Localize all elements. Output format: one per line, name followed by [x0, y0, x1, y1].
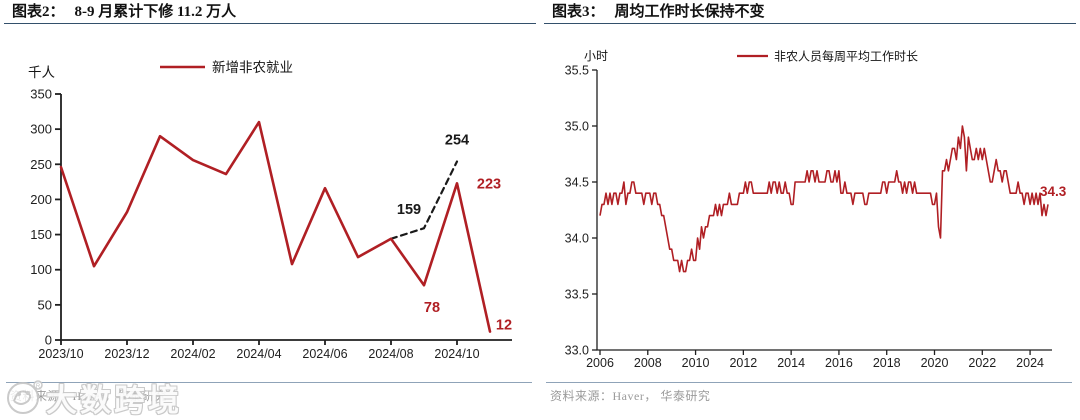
figure3-plot: 非农人员每周平均工作时长 小时 33.0 33.5 34.0 34.5 35.0 35.5 20…: [565, 49, 1067, 371]
figure3-series: [599, 125, 1049, 273]
figure2-dashed-series: [389, 160, 459, 240]
figure3-x-tick-label: 2020: [921, 356, 949, 370]
figure2-x-tick-label: 2023/12: [104, 347, 149, 361]
svg-text:新增非农就业: 新增非农就业: [212, 60, 293, 75]
figure2-x-tick-label: 2024/04: [236, 347, 281, 361]
figure2-point-label-12: 12: [496, 318, 512, 334]
figure3-line-chart: 非农人员每周平均工作时长 小时 33.0 33.5 34.0 34.5 35.0 35.5 20…: [540, 24, 1080, 382]
figure2-point-label-78: 78: [424, 300, 440, 316]
figure2-source-text: 资料来源：Haver，华泰研究: [10, 389, 167, 403]
figure2-x-tick-label: 2023/10: [38, 347, 83, 361]
svg-text:300: 300: [30, 122, 52, 137]
figure3-source-row: 资料来源：Haver， 华泰研究: [546, 382, 1072, 404]
figure3-x-tick-label: 2010: [682, 356, 710, 370]
figure2-title: 图表2： 8-9 月累计下修 11.2 万人: [4, 0, 536, 24]
svg-text:35.5: 35.5: [565, 64, 589, 78]
svg-text:33.0: 33.0: [565, 344, 589, 358]
figure3-x-tick-label: 2016: [825, 356, 853, 370]
figure2-panel: 图表2： 8-9 月累计下修 11.2 万人 新增非农就业 千人 0 50 100 150 2…: [0, 0, 540, 404]
figure2-point-label-159: 159: [397, 202, 421, 218]
svg-text:100: 100: [30, 262, 52, 277]
figure3-panel: 图表3： 周均工作时长保持不变 非农人员每周平均工作时长 小时 33.0 33.5 34.…: [540, 0, 1080, 420]
figure2-caption-label: 图表2：: [12, 4, 65, 20]
figure3-end-label: 34.3: [1040, 184, 1067, 199]
figure3-axes: [592, 69, 1052, 355]
svg-text:35.0: 35.0: [565, 120, 589, 134]
figure2-y-unit: 千人: [28, 65, 55, 80]
figure3-x-tick-label: 2024: [1016, 356, 1044, 370]
figure2-x-tick-label: 2024/10: [434, 347, 479, 361]
figure2-axes: [55, 93, 512, 345]
svg-text:250: 250: [30, 157, 52, 172]
figure3-caption-label: 图表3：: [552, 4, 605, 20]
svg-text:33.5: 33.5: [565, 288, 589, 302]
figure2-x-tick-label: 2024/02: [170, 347, 215, 361]
figure2-x-tick-label: 2024/06: [302, 347, 347, 361]
figure2-source-row: 资料来源：Haver，华泰研究: [6, 382, 532, 404]
figure2-point-label-223: 223: [477, 176, 501, 192]
figure2-point-label-254: 254: [445, 132, 469, 148]
svg-text:0: 0: [45, 333, 52, 348]
figure3-x-tick-label: 2008: [634, 356, 662, 370]
svg-text:34.0: 34.0: [565, 232, 589, 246]
svg-text:50: 50: [38, 297, 52, 312]
figure2-line-chart: 新增非农就业 千人 0 50 100 150 200 250 300 350 2023/10 2023…: [0, 24, 540, 382]
figure3-caption-text: 周均工作时长保持不变: [614, 4, 765, 20]
figure3-x-tick-label: 2018: [873, 356, 901, 370]
figure3-x-tick-label: 2012: [729, 356, 757, 370]
figure2-caption-text: 8-9 月累计下修 11.2 万人: [74, 4, 237, 20]
figure2-plot: 新增非农就业 千人 0 50 100 150 200 250 300 350 2023/10 2023…: [28, 60, 512, 361]
svg-text:350: 350: [30, 87, 52, 102]
figure3-y-unit: 小时: [584, 49, 608, 63]
svg-text:150: 150: [30, 227, 52, 242]
figure3-x-tick-label: 2014: [777, 356, 805, 370]
svg-text:34.5: 34.5: [565, 176, 589, 190]
figure3-legend: 非农人员每周平均工作时长: [737, 49, 918, 64]
figure2-legend: 新增非农就业: [160, 60, 293, 75]
figure2-solid-series: [59, 120, 492, 333]
figure3-x-tick-label: 2022: [968, 356, 996, 370]
svg-text:非农人员每周平均工作时长: 非农人员每周平均工作时长: [774, 49, 918, 64]
figure3-x-tick-label: 2006: [586, 356, 614, 370]
figure2-x-tick-label: 2024/08: [368, 347, 413, 361]
svg-text:200: 200: [30, 192, 52, 207]
figure3-title: 图表3： 周均工作时长保持不变: [544, 0, 1076, 24]
figure3-source-text: 资料来源：Haver， 华泰研究: [550, 389, 711, 403]
